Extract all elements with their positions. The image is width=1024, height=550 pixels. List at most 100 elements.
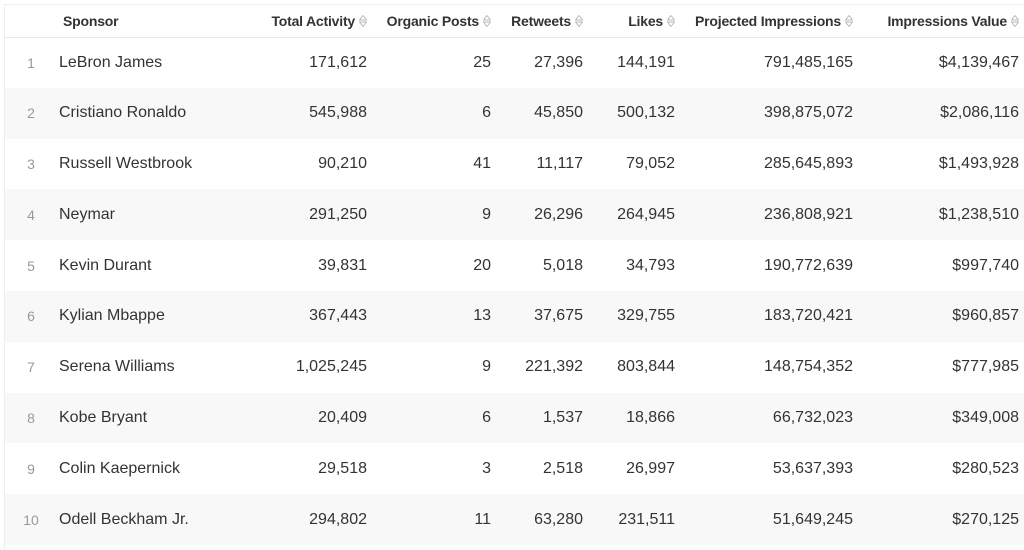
table-row[interactable]: 1 LeBron James 171,612 25 27,396 144,191 791,4… (5, 37, 1024, 88)
table-row[interactable]: 5 Kevin Durant 39,831 20 5,018 34,793 190,772,… (5, 240, 1024, 291)
organic-posts-cell: 9 (482, 358, 491, 376)
organic-posts-cell: 9 (482, 205, 491, 223)
projected-impressions-cell: 791,485,165 (764, 53, 853, 71)
organic-posts-cell: 6 (482, 408, 491, 426)
column-header-label: Projected Impressions (695, 12, 841, 29)
total-activity-cell: 545,988 (309, 104, 367, 122)
table-body: 1 LeBron James 171,612 25 27,396 144,191 791,4… (5, 37, 1024, 545)
column-header-label: Retweets (511, 12, 571, 29)
impressions-value-cell: $4,139,467 (938, 53, 1019, 71)
table-row[interactable]: 7 Serena Williams 1,025,245 9 221,392 803,844… (5, 342, 1024, 393)
projected-impressions-cell: 236,808,921 (764, 205, 853, 223)
sort-updown-icon[interactable] (359, 14, 367, 27)
table-row[interactable]: 2 Cristiano Ronaldo 545,988 6 45,850 500,132 3… (5, 87, 1024, 139)
row-index: 4 (27, 206, 35, 223)
column-header-organic-posts[interactable]: Organic Posts (373, 5, 497, 37)
organic-posts-cell: 25 (473, 53, 491, 71)
organic-posts-cell: 41 (473, 154, 491, 172)
sponsor-name-cell: Odell Beckham Jr. (59, 510, 189, 528)
retweets-cell: 5,018 (542, 256, 583, 274)
projected-impressions-cell: 190,772,639 (764, 256, 853, 274)
column-header-label: Organic Posts (386, 12, 480, 29)
impressions-value-cell: $280,523 (952, 459, 1019, 477)
total-activity-cell: 294,802 (309, 510, 367, 528)
total-activity-cell: 291,250 (309, 205, 367, 223)
retweets-cell: 37,675 (534, 307, 583, 325)
column-header-impressions-value[interactable]: Impressions Value (859, 5, 1024, 37)
retweets-cell: 63,280 (534, 510, 583, 528)
likes-cell: 500,132 (617, 104, 675, 122)
sort-updown-icon[interactable] (845, 14, 853, 27)
retweets-cell: 1,537 (542, 408, 583, 426)
projected-impressions-cell: 51,649,245 (772, 510, 853, 528)
impressions-value-cell: $270,125 (952, 510, 1019, 528)
column-header-label: Likes (628, 12, 663, 29)
row-index: 6 (27, 308, 35, 325)
header-row: Sponsor Total Activity Organic Posts Ret… (5, 5, 1024, 37)
retweets-cell: 45,850 (534, 104, 583, 122)
total-activity-cell: 20,409 (318, 408, 367, 426)
sponsor-name-cell: Serena Williams (59, 358, 175, 376)
projected-impressions-cell: 398,875,072 (764, 104, 853, 122)
table-row[interactable]: 6 Kylian Mbappe 367,443 13 37,675 329,755 183,… (5, 290, 1024, 342)
total-activity-cell: 39,831 (318, 256, 367, 274)
table-row[interactable]: 9 Colin Kaepernick 29,518 3 2,518 26,997 53,63… (5, 443, 1024, 494)
likes-cell: 803,844 (617, 358, 675, 376)
impressions-value-cell: $777,985 (952, 358, 1019, 376)
sponsor-name-cell: Kylian Mbappe (59, 307, 165, 325)
impressions-value-cell: $2,086,116 (940, 104, 1019, 122)
column-header-total-activity[interactable]: Total Activity (253, 5, 373, 37)
total-activity-cell: 1,025,245 (295, 358, 367, 376)
likes-cell: 18,866 (626, 408, 675, 426)
organic-posts-cell: 20 (473, 256, 491, 274)
projected-impressions-cell: 53,637,393 (772, 459, 853, 477)
table-row[interactable]: 3 Russell Westbrook 90,210 41 11,117 79,052 28… (5, 139, 1024, 190)
sort-updown-icon[interactable] (575, 14, 583, 27)
row-index: 7 (27, 359, 35, 376)
sponsor-table-container: Sponsor Total Activity Organic Posts Ret… (4, 4, 1024, 549)
impressions-value-cell: $349,008 (952, 408, 1019, 426)
projected-impressions-cell: 285,645,893 (764, 154, 853, 172)
retweets-cell: 11,117 (536, 154, 583, 172)
column-header-projected-impressions[interactable]: Projected Impressions (681, 5, 859, 37)
retweets-cell: 221,392 (525, 358, 583, 376)
sponsor-table: Sponsor Total Activity Organic Posts Ret… (5, 5, 1024, 545)
impressions-value-cell: $1,238,510 (938, 205, 1019, 223)
retweets-cell: 2,518 (542, 459, 583, 477)
retweets-cell: 27,396 (534, 53, 583, 71)
likes-cell: 79,052 (626, 154, 675, 172)
sponsor-name-cell: Kevin Durant (59, 256, 152, 274)
row-index: 1 (27, 54, 35, 71)
sponsor-name-cell: Cristiano Ronaldo (59, 104, 187, 122)
column-header-sponsor[interactable]: Sponsor (57, 5, 253, 37)
row-index: 5 (27, 257, 35, 274)
column-header-likes[interactable]: Likes (589, 5, 681, 37)
total-activity-cell: 367,443 (309, 307, 367, 325)
sponsor-name-cell: LeBron James (59, 53, 163, 71)
row-index: 8 (27, 409, 35, 426)
projected-impressions-cell: 148,754,352 (764, 358, 853, 376)
organic-posts-cell: 3 (482, 459, 491, 477)
sort-updown-icon[interactable] (667, 14, 675, 27)
sort-updown-icon[interactable] (1011, 14, 1019, 27)
table-row[interactable]: 4 Neymar 291,250 9 26,296 264,945 236,808,921 $… (5, 189, 1024, 241)
column-header-retweets[interactable]: Retweets (497, 5, 589, 37)
table-row[interactable]: 10 Odell Beckham Jr. 294,802 11 63,280 231,51… (5, 494, 1024, 545)
likes-cell: 34,793 (626, 256, 675, 274)
organic-posts-cell: 11 (474, 510, 491, 528)
organic-posts-cell: 6 (482, 104, 491, 122)
column-header-label: Impressions Value (887, 12, 1007, 29)
likes-cell: 329,755 (617, 307, 675, 325)
impressions-value-cell: $1,493,928 (938, 154, 1019, 172)
likes-cell: 144,191 (617, 53, 675, 71)
retweets-cell: 26,296 (534, 205, 583, 223)
sponsor-name-cell: Kobe Bryant (59, 408, 148, 426)
likes-cell: 264,945 (617, 205, 675, 223)
column-header-index (5, 5, 57, 37)
projected-impressions-cell: 183,720,421 (764, 307, 853, 325)
row-index: 3 (27, 155, 35, 172)
sort-updown-icon[interactable] (483, 14, 491, 27)
table-row[interactable]: 8 Kobe Bryant 20,409 6 1,537 18,866 66,732,023… (5, 392, 1024, 444)
column-header-label: Sponsor (63, 12, 119, 29)
row-index: 9 (27, 460, 35, 477)
